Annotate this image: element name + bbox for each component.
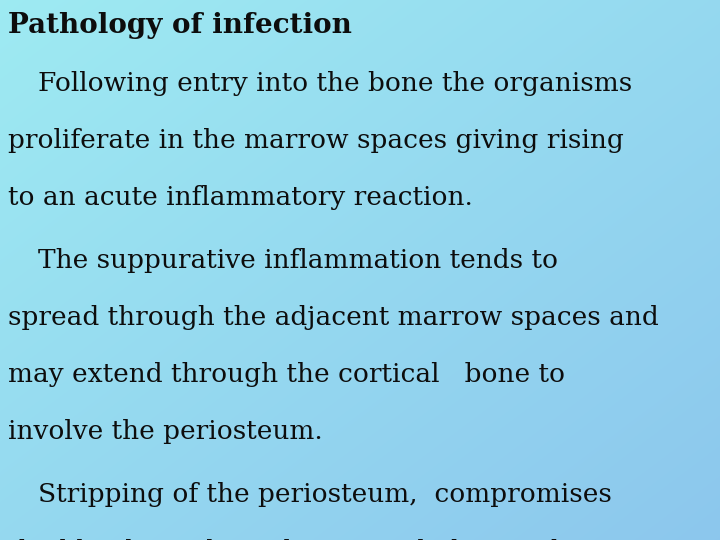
Text: may extend through the cortical   bone to: may extend through the cortical bone to [8, 362, 565, 387]
Text: proliferate in the marrow spaces giving rising: proliferate in the marrow spaces giving … [8, 128, 624, 153]
Text: Stripping of the periosteum,  compromises: Stripping of the periosteum, compromises [38, 482, 612, 507]
Text: the blood supply to the cortical plate and: the blood supply to the cortical plate a… [8, 539, 559, 540]
Text: spread through the adjacent marrow spaces and: spread through the adjacent marrow space… [8, 305, 659, 330]
Text: to an acute inflammatory reaction.: to an acute inflammatory reaction. [8, 185, 473, 210]
Text: involve the periosteum.: involve the periosteum. [8, 419, 323, 444]
Text: Pathology of infection: Pathology of infection [8, 12, 352, 39]
Text: The suppurative inflammation tends to: The suppurative inflammation tends to [38, 248, 558, 273]
Text: Following entry into the bone the organisms: Following entry into the bone the organi… [38, 71, 632, 96]
